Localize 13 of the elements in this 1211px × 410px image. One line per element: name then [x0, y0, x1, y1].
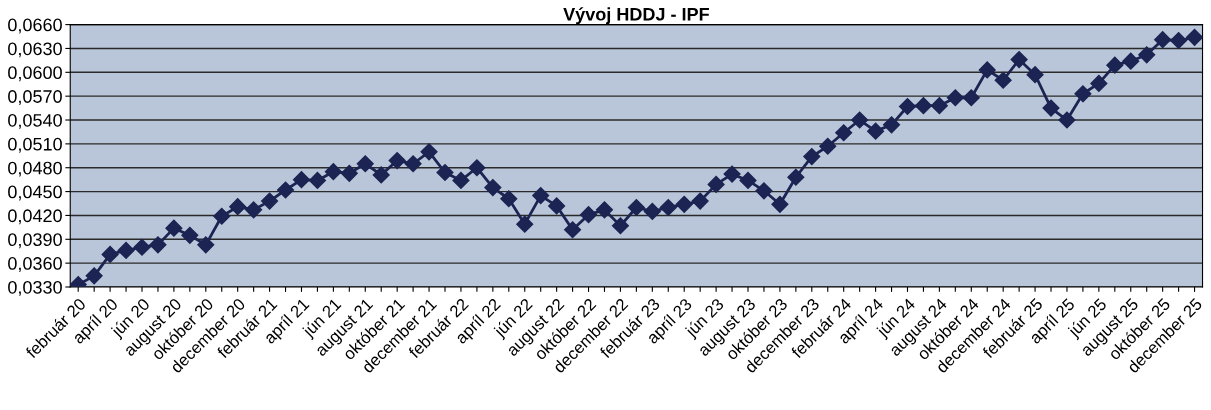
y-tick-label: 0,0570: [8, 90, 62, 106]
y-tick-label: 0,0540: [8, 113, 62, 129]
y-tick-label: 0,0480: [8, 161, 62, 177]
y-tick-label: 0,0660: [8, 18, 62, 34]
y-tick-label: 0,0510: [8, 137, 62, 153]
y-tick-label: 0,0630: [8, 42, 62, 58]
y-tick-label: 0,0600: [8, 66, 62, 82]
y-tick-label: 0,0360: [8, 257, 62, 272]
chart-title: Vývoj HDDJ - IPF: [563, 7, 709, 25]
y-tick-label: 0,0420: [8, 209, 62, 225]
y-tick-label: 0,0450: [8, 185, 62, 201]
y-tick-label: 0,0330: [8, 280, 62, 296]
y-tick-label: 0,0390: [8, 233, 62, 249]
